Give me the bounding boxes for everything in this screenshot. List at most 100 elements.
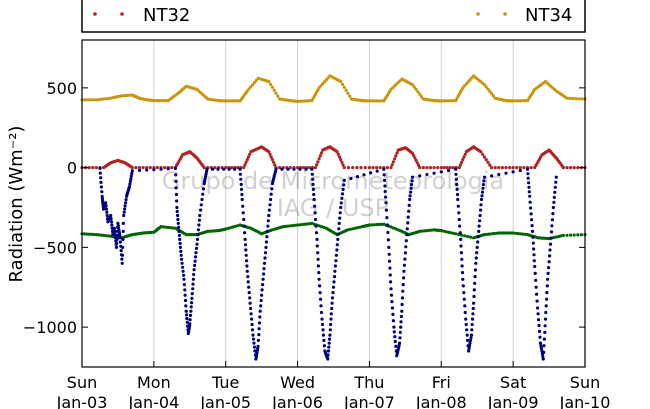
data-point [230, 166, 234, 170]
data-point [117, 231, 121, 235]
data-point [355, 166, 359, 170]
data-point [190, 292, 194, 296]
series-nt32 [80, 145, 587, 170]
data-point [504, 231, 508, 235]
data-point [330, 306, 334, 311]
data-point [315, 244, 319, 248]
data-point [391, 319, 395, 323]
data-point [430, 228, 434, 232]
data-point [543, 317, 548, 321]
data-point [184, 309, 188, 313]
data-point [341, 163, 345, 167]
data-point [94, 233, 98, 237]
data-point [137, 166, 142, 170]
data-point [264, 245, 268, 249]
data-point [353, 226, 357, 230]
data-point [444, 230, 448, 234]
data-point [533, 271, 537, 275]
data-point [497, 231, 501, 235]
data-point [203, 179, 207, 183]
data-point [410, 179, 414, 183]
data-point [224, 227, 228, 231]
data-point [406, 221, 410, 225]
data-point [469, 235, 473, 239]
data-point [475, 245, 479, 249]
data-point [403, 257, 407, 261]
data-point [372, 99, 376, 103]
data-point [471, 312, 475, 316]
data-point [122, 213, 126, 218]
data-point [321, 333, 325, 337]
data-point [393, 157, 397, 161]
data-point [312, 192, 316, 197]
data-point [130, 166, 134, 170]
data-point [182, 277, 186, 281]
data-point [470, 328, 474, 332]
data-point [530, 218, 534, 222]
data-point [461, 158, 465, 162]
data-point [448, 166, 452, 170]
data-point [318, 291, 322, 295]
data-point [247, 87, 251, 91]
data-point [298, 223, 302, 227]
data-point [106, 96, 110, 101]
data-point [148, 166, 152, 170]
data-point [231, 99, 235, 103]
data-point [98, 166, 102, 170]
data-point [473, 268, 477, 272]
data-point [137, 168, 142, 172]
data-point [210, 167, 215, 171]
data-point [85, 98, 89, 102]
data-point [288, 224, 292, 228]
data-point [410, 83, 415, 87]
data-point [465, 333, 469, 337]
data-point [329, 322, 333, 327]
data-point [542, 350, 546, 354]
data-point [539, 344, 543, 348]
data-point [104, 201, 108, 205]
x-tick-label-date: Jan-04 [127, 393, 179, 409]
data-point [327, 345, 331, 349]
data-point [446, 99, 451, 103]
data-point [492, 231, 496, 236]
data-point [479, 208, 483, 212]
data-point [339, 158, 343, 162]
x-tick-label-date: Jan-03 [56, 393, 108, 409]
data-point [469, 333, 474, 337]
data-point [538, 335, 542, 339]
data-point [419, 95, 424, 99]
data-point [266, 219, 270, 223]
data-point [205, 170, 209, 174]
data-point [334, 253, 338, 257]
data-point [175, 209, 179, 214]
data-point [413, 156, 417, 160]
data-point [536, 312, 540, 316]
watermark: Grupo de Micrometeorologia IAG / USP [162, 167, 504, 222]
data-point [482, 175, 486, 179]
data-point [296, 166, 300, 170]
data-point [194, 246, 199, 250]
data-point [281, 225, 285, 229]
x-tick-label-day: Sun [67, 373, 97, 392]
data-point [391, 226, 395, 230]
data-point [490, 92, 494, 96]
data-point [87, 232, 91, 236]
data-point [128, 179, 132, 183]
data-point [269, 197, 273, 202]
data-point [120, 257, 124, 261]
data-point [385, 216, 389, 220]
data-point [195, 242, 199, 246]
data-point [174, 192, 178, 197]
data-point [490, 166, 494, 170]
data-point [442, 229, 446, 233]
data-point [271, 179, 275, 183]
data-point [387, 245, 391, 249]
data-point [182, 283, 186, 287]
data-point [305, 99, 309, 103]
data-point [549, 236, 553, 240]
data-point [401, 289, 405, 293]
data-point [386, 230, 390, 235]
data-point [300, 99, 304, 103]
data-point [109, 213, 113, 218]
data-point [270, 85, 274, 89]
